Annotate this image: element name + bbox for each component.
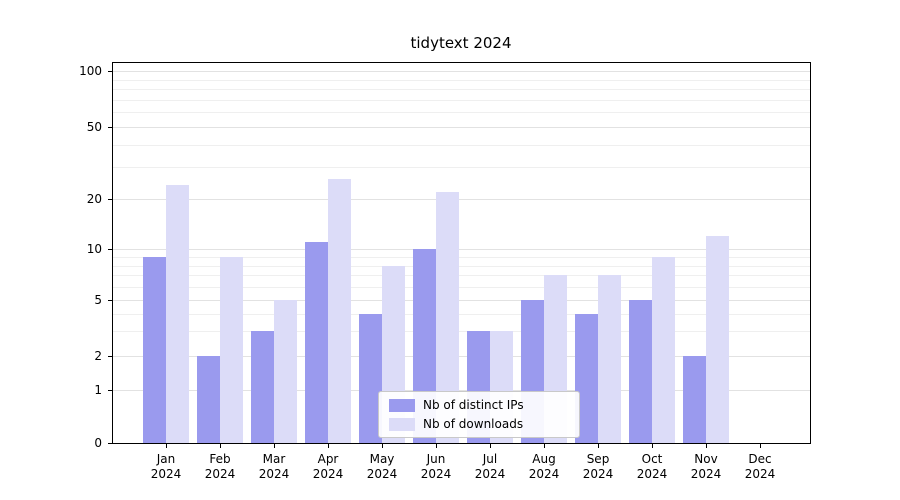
x-tick-label: Jun 2024 bbox=[420, 452, 452, 481]
minor-gridline bbox=[112, 257, 810, 258]
legend-item-downloads: Nb of downloads bbox=[389, 417, 569, 431]
x-tick-label: Aug 2024 bbox=[528, 452, 560, 481]
y-tick-mark bbox=[108, 249, 112, 250]
legend-label-distinct-ips: Nb of distinct IPs bbox=[423, 398, 524, 412]
x-tick-label: Dec 2024 bbox=[744, 452, 776, 481]
left-spine bbox=[112, 62, 113, 444]
y-tick-label: 1 bbox=[94, 383, 102, 397]
x-tick-label: Sep 2024 bbox=[582, 452, 614, 481]
y-tick-mark bbox=[108, 300, 112, 301]
x-tick-mark bbox=[328, 444, 329, 448]
major-gridline bbox=[112, 390, 810, 391]
x-tick-mark bbox=[436, 444, 437, 448]
x-tick-mark bbox=[382, 444, 383, 448]
major-gridline bbox=[112, 249, 810, 250]
major-gridline bbox=[112, 199, 810, 200]
bar-distinct-ips-jan bbox=[143, 257, 166, 443]
bar-distinct-ips-apr bbox=[305, 242, 328, 443]
x-tick-label: Jul 2024 bbox=[474, 452, 506, 481]
minor-gridline bbox=[112, 80, 810, 81]
minor-gridline bbox=[112, 145, 810, 146]
y-tick-label: 10 bbox=[86, 242, 102, 256]
x-tick-mark bbox=[220, 444, 221, 448]
y-tick-label: 2 bbox=[94, 349, 102, 363]
x-tick-label: Nov 2024 bbox=[690, 452, 722, 481]
minor-gridline bbox=[112, 331, 810, 332]
x-tick-label: Jan 2024 bbox=[150, 452, 182, 481]
x-tick-mark bbox=[598, 444, 599, 448]
y-tick-label: 50 bbox=[86, 120, 102, 134]
y-tick-mark bbox=[108, 390, 112, 391]
minor-gridline bbox=[112, 112, 810, 113]
x-tick-mark bbox=[274, 444, 275, 448]
y-tick-mark bbox=[108, 199, 112, 200]
bar-distinct-ips-nov bbox=[683, 356, 706, 443]
x-tick-mark bbox=[166, 444, 167, 448]
bar-downloads-jan bbox=[166, 185, 189, 443]
bar-downloads-feb bbox=[220, 257, 243, 443]
legend: Nb of distinct IPs Nb of downloads bbox=[378, 391, 580, 438]
legend-swatch-distinct-ips bbox=[389, 398, 415, 412]
right-spine bbox=[810, 62, 811, 444]
bar-distinct-ips-may bbox=[359, 314, 382, 443]
bar-distinct-ips-sep bbox=[575, 314, 598, 443]
y-tick-mark bbox=[108, 443, 112, 444]
minor-gridline bbox=[112, 266, 810, 267]
top-spine bbox=[112, 62, 810, 63]
minor-gridline bbox=[112, 314, 810, 315]
x-tick-label: Oct 2024 bbox=[636, 452, 668, 481]
bar-distinct-ips-mar bbox=[251, 331, 274, 443]
bar-downloads-apr bbox=[328, 179, 351, 443]
x-tick-mark bbox=[544, 444, 545, 448]
x-tick-label: Feb 2024 bbox=[204, 452, 236, 481]
legend-item-distinct-ips: Nb of distinct IPs bbox=[389, 398, 569, 412]
bar-downloads-nov bbox=[706, 236, 729, 443]
x-tick-mark bbox=[652, 444, 653, 448]
x-tick-label: Apr 2024 bbox=[312, 452, 344, 481]
bar-distinct-ips-feb bbox=[197, 356, 220, 443]
major-gridline bbox=[112, 300, 810, 301]
bar-downloads-sep bbox=[598, 275, 621, 443]
chart-title: tidytext 2024 bbox=[410, 34, 512, 52]
x-tick-label: May 2024 bbox=[366, 452, 398, 481]
x-tick-mark bbox=[490, 444, 491, 448]
bottom-spine bbox=[112, 443, 811, 444]
y-tick-mark bbox=[108, 127, 112, 128]
y-tick-label: 20 bbox=[86, 192, 102, 206]
bar-distinct-ips-oct bbox=[629, 300, 652, 443]
bar-downloads-oct bbox=[652, 257, 675, 443]
minor-gridline bbox=[112, 89, 810, 90]
bar-downloads-jun bbox=[436, 192, 459, 443]
x-tick-mark bbox=[760, 444, 761, 448]
y-tick-label: 100 bbox=[79, 64, 102, 78]
y-tick-mark bbox=[108, 71, 112, 72]
legend-label-downloads: Nb of downloads bbox=[423, 417, 524, 431]
bar-downloads-mar bbox=[274, 300, 297, 443]
major-gridline bbox=[112, 71, 810, 72]
minor-gridline bbox=[112, 167, 810, 168]
y-tick-label: 0 bbox=[94, 436, 102, 450]
x-tick-label: Mar 2024 bbox=[258, 452, 290, 481]
legend-swatch-downloads bbox=[389, 417, 415, 431]
y-tick-label: 5 bbox=[94, 293, 102, 307]
minor-gridline bbox=[112, 275, 810, 276]
minor-gridline bbox=[112, 287, 810, 288]
minor-gridline bbox=[112, 100, 810, 101]
x-tick-mark bbox=[706, 444, 707, 448]
major-gridline bbox=[112, 356, 810, 357]
major-gridline bbox=[112, 127, 810, 128]
y-tick-mark bbox=[108, 356, 112, 357]
